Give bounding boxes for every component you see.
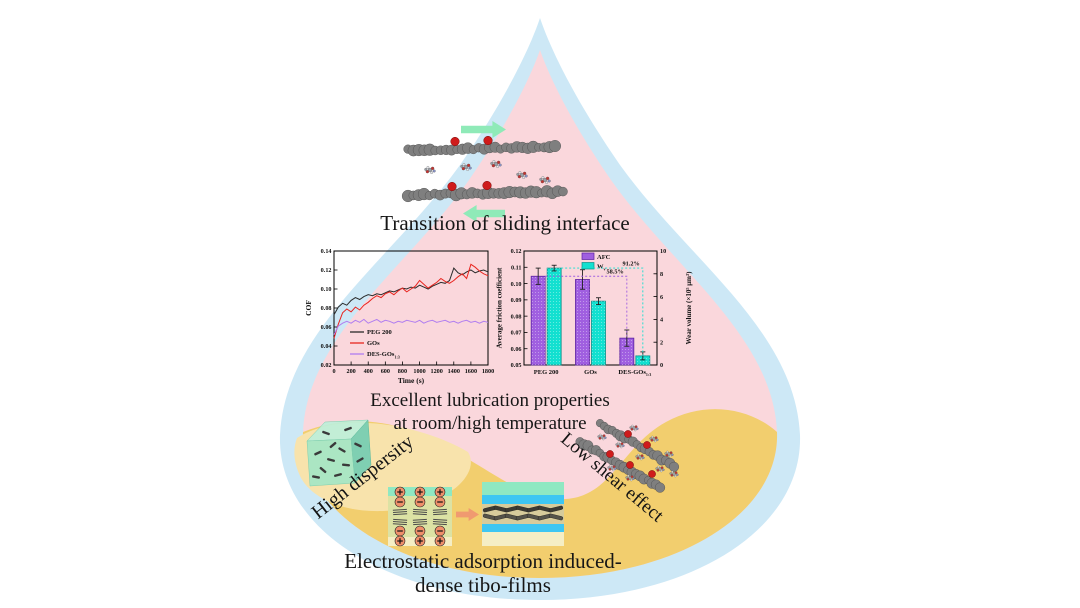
svg-text:400: 400 (364, 368, 373, 375)
svg-text:4: 4 (660, 317, 663, 324)
svg-text:COF: COF (304, 300, 313, 316)
svg-text:Time (s): Time (s) (398, 376, 425, 385)
svg-text:0.09: 0.09 (511, 297, 522, 304)
low-shear-sheets-illustration (575, 419, 680, 493)
svg-text:Wear volume (×10⁵ μm³): Wear volume (×10⁵ μm³) (685, 271, 693, 345)
svg-text:0.12: 0.12 (511, 248, 522, 255)
svg-text:GOs: GOs (584, 369, 597, 376)
svg-text:DES-GOs1:3: DES-GOs1:3 (367, 351, 400, 359)
svg-text:1200: 1200 (430, 368, 442, 375)
svg-text:0.04: 0.04 (321, 343, 332, 350)
svg-text:PEG 200: PEG 200 (534, 369, 559, 376)
bottom-caption-line1: Electrostatic adsorption induced- (344, 549, 622, 573)
svg-text:1000: 1000 (413, 368, 425, 375)
svg-text:0.08: 0.08 (511, 313, 522, 320)
svg-text:GOs: GOs (367, 340, 380, 347)
svg-text:0: 0 (332, 368, 335, 375)
svg-text:0.10: 0.10 (511, 281, 522, 288)
dispersion-cube-illustration (306, 419, 372, 487)
svg-text:200: 200 (346, 368, 355, 375)
bottom-caption-line2: dense tibo-films (415, 573, 551, 597)
svg-text:2: 2 (660, 339, 663, 346)
svg-text:6: 6 (660, 294, 663, 301)
electrostatic-adsorption-illustration (388, 482, 564, 547)
svg-text:AFC: AFC (597, 254, 611, 261)
svg-text:Wv: Wv (597, 264, 607, 272)
svg-text:10: 10 (660, 248, 666, 255)
svg-text:8: 8 (660, 271, 663, 278)
sliding-interface-illustration (401, 121, 568, 222)
svg-text:0.02: 0.02 (321, 362, 332, 369)
svg-text:800: 800 (398, 368, 407, 375)
svg-text:0.05: 0.05 (511, 362, 522, 369)
svg-text:1600: 1600 (465, 368, 477, 375)
svg-text:0.07: 0.07 (511, 330, 522, 337)
svg-text:PEG 200: PEG 200 (367, 329, 392, 336)
svg-text:0.06: 0.06 (511, 346, 522, 353)
svg-text:0: 0 (660, 362, 663, 369)
svg-text:0.06: 0.06 (321, 324, 332, 331)
svg-text:0.11: 0.11 (511, 264, 522, 271)
svg-text:0.08: 0.08 (321, 305, 332, 312)
svg-text:91.2%: 91.2% (623, 261, 640, 268)
svg-text:DES-GOs1:3: DES-GOs1:3 (618, 369, 651, 377)
mid-caption-line1: Excellent lubrication properties (370, 390, 610, 411)
friction-wear-bar-chart: 0.05 0.06 0.07 0.08 0.09 0.10 0.11 0.12 0 2 4 6 8 10 A… (496, 248, 694, 377)
svg-text:1400: 1400 (448, 368, 460, 375)
cof-time-line-chart: 0 200 400 600 800 1000 1200 1400 1600 1800 0.02 0.0… (304, 248, 494, 385)
svg-text:0.12: 0.12 (321, 267, 332, 274)
svg-text:600: 600 (381, 368, 390, 375)
svg-text:58.5%: 58.5% (607, 269, 624, 276)
svg-text:Average friction coefficient: Average friction coefficient (496, 267, 504, 348)
svg-text:1800: 1800 (482, 368, 494, 375)
svg-text:0.10: 0.10 (321, 286, 332, 293)
mid-caption-line2: at room/high temperature (393, 413, 587, 434)
top-caption: Transition of sliding interface (380, 211, 630, 235)
svg-text:0.14: 0.14 (321, 248, 332, 255)
